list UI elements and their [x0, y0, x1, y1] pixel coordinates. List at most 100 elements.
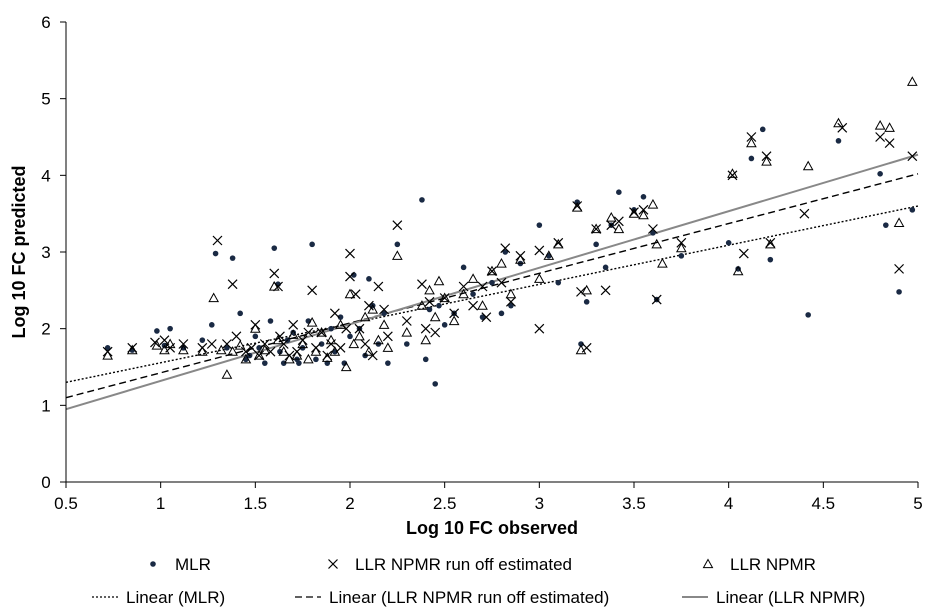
x-tick-label: 1.5 — [244, 494, 268, 513]
data-point-dot — [419, 197, 425, 203]
data-point-x — [227, 279, 238, 290]
data-point-triangle — [382, 342, 394, 352]
data-point-triangle — [287, 329, 299, 339]
data-point-x — [420, 323, 431, 334]
data-point-triangle — [164, 338, 176, 349]
data-point-dot — [909, 207, 916, 213]
data-point-dot — [555, 279, 562, 286]
data-point-triangle — [764, 238, 776, 249]
data-point-x — [417, 279, 427, 290]
data-point-x — [288, 319, 299, 330]
data-point-triangle — [272, 334, 284, 345]
data-point-x — [600, 285, 611, 296]
data-point-dot — [460, 264, 467, 271]
axes — [65, 22, 918, 483]
data-point-dot — [104, 345, 111, 351]
data-point-x — [364, 300, 374, 311]
data-point-triangle — [884, 122, 895, 132]
y-tick-label: 5 — [41, 90, 50, 109]
data-point-dot — [877, 171, 883, 177]
trendline-dashed — [65, 173, 919, 399]
data-point-triangle — [906, 76, 918, 86]
data-point-triangle — [675, 242, 687, 253]
data-point-x — [506, 296, 516, 307]
data-point-dot — [252, 333, 259, 340]
data-point-triangle — [316, 326, 327, 337]
data-point-triangle — [354, 330, 365, 341]
data-point-triangle — [533, 273, 545, 283]
data-point-dot — [498, 310, 505, 317]
data-point-dot — [290, 329, 297, 336]
x-tick-label: 4.5 — [812, 494, 836, 513]
data-point-x — [335, 342, 346, 353]
y-tick-label: 2 — [41, 320, 50, 339]
data-point-triangle — [420, 334, 432, 345]
data-point-triangle — [552, 238, 564, 249]
data-point-dot — [678, 253, 685, 259]
data-point-x — [591, 224, 602, 234]
data-point-triangle — [291, 349, 303, 360]
data-point-triangle — [325, 334, 337, 345]
data-point-x — [354, 323, 365, 334]
data-point-triangle — [240, 353, 252, 364]
data-point-triangle — [208, 292, 220, 303]
data-point-triangle — [802, 160, 814, 171]
plot-area — [65, 76, 919, 411]
data-point-triangle — [613, 223, 625, 234]
data-point-triangle — [340, 361, 352, 372]
data-point-triangle — [458, 288, 469, 299]
data-point-x — [212, 235, 223, 246]
y-axis-ticks: 0 1 2 3 4 5 6 — [41, 13, 66, 492]
data-point-triangle — [439, 292, 451, 303]
data-point-x — [345, 271, 355, 282]
data-point-x — [651, 294, 662, 305]
data-point-dot — [441, 322, 448, 328]
data-point-triangle — [746, 137, 757, 148]
data-point-dot — [381, 310, 387, 317]
y-tick-label: 4 — [41, 166, 50, 185]
data-point-dot — [650, 230, 656, 236]
data-point-triangle — [647, 198, 659, 209]
series-dot — [104, 126, 916, 387]
data-point-dot — [154, 328, 160, 334]
y-tick-label: 6 — [41, 13, 50, 32]
series-triangle — [102, 76, 918, 379]
data-point-x — [837, 122, 848, 133]
data-point-dot — [229, 255, 236, 261]
data-point-dot — [640, 194, 647, 200]
data-point-x — [401, 316, 412, 326]
data-point-triangle — [348, 338, 360, 349]
data-point-dot — [759, 126, 766, 133]
x-tick-label: 2.5 — [433, 494, 457, 513]
data-point-x — [439, 293, 450, 303]
x-tick-label: 3.5 — [622, 494, 646, 513]
data-point-dot — [805, 312, 811, 318]
data-point-triangle — [429, 311, 441, 322]
data-point-dot — [578, 341, 584, 347]
data-point-triangle — [159, 344, 170, 355]
data-point-triangle — [761, 156, 772, 166]
data-point-x — [329, 308, 340, 319]
data-point-x — [269, 268, 280, 279]
data-point-dot — [735, 266, 741, 272]
data-point-triangle — [467, 273, 479, 283]
data-point-triangle — [391, 250, 403, 260]
data-point-dot — [256, 345, 262, 351]
data-point-dot — [422, 356, 429, 363]
data-point-dot — [271, 245, 278, 251]
legend-marker-dot — [150, 561, 156, 567]
data-point-triangle — [874, 119, 886, 130]
legend-label: Linear (LLR NPMR) — [716, 588, 865, 607]
data-point-dot — [296, 360, 302, 366]
series-x — [102, 122, 918, 361]
data-point-dot — [536, 222, 543, 228]
data-point-dot — [237, 310, 243, 317]
data-point-dot — [208, 322, 215, 328]
legend-label: LLR NPMR — [730, 555, 816, 574]
data-point-x — [350, 289, 361, 300]
data-point-triangle — [359, 311, 371, 322]
data-point-dot — [394, 241, 401, 248]
data-point-triangle — [496, 257, 507, 268]
data-point-x — [487, 266, 497, 277]
data-point-triangle — [297, 338, 309, 349]
